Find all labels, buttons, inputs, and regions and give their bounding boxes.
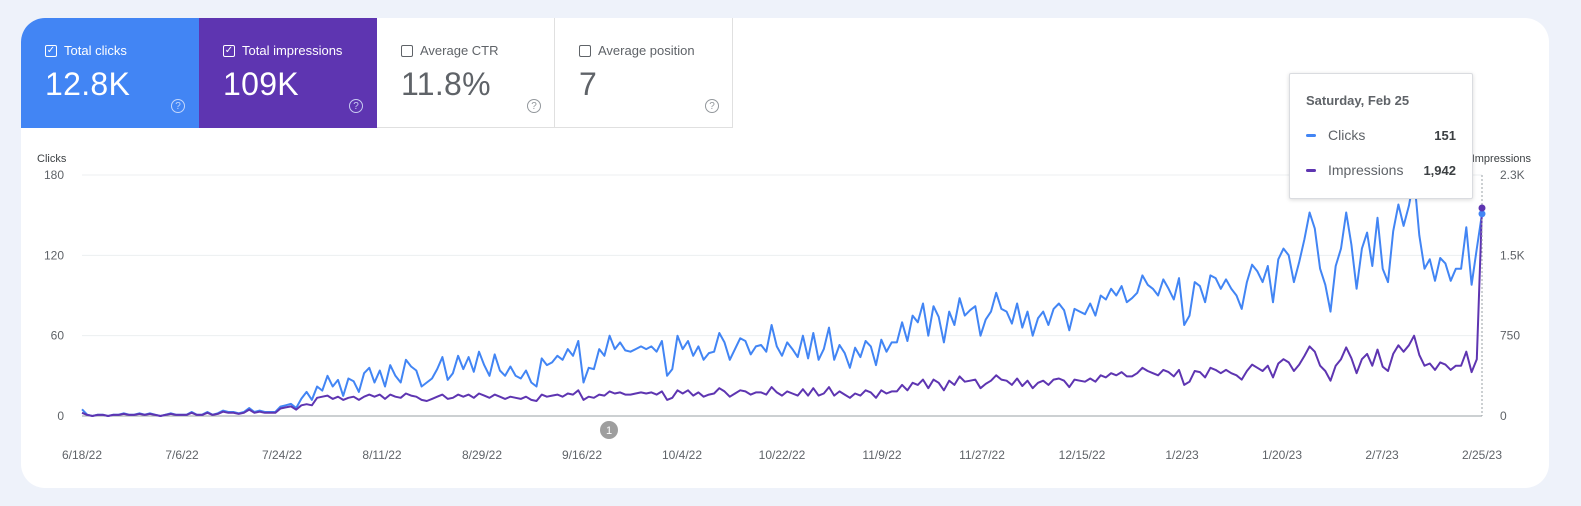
y-right-tick-label: 0 (1500, 409, 1507, 423)
y-right-tick-label: 2.3K (1500, 168, 1525, 182)
x-tick-label: 8/29/22 (462, 448, 502, 462)
x-tick-label: 7/24/22 (262, 448, 302, 462)
tooltip-series-name: Impressions (1328, 162, 1423, 178)
x-tick-label: 1/20/23 (1262, 448, 1302, 462)
x-tick-label: 12/15/22 (1059, 448, 1106, 462)
y-left-tick-label: 0 (57, 409, 64, 423)
x-tick-label: 2/7/23 (1365, 448, 1399, 462)
tooltip-series-value: 151 (1434, 128, 1456, 143)
legend-swatch (1306, 169, 1316, 172)
x-tick-label: 10/22/22 (759, 448, 806, 462)
point-marker-impressions (1479, 204, 1486, 211)
x-tick-label: 11/9/22 (862, 448, 901, 462)
x-tick-label: 7/6/22 (165, 448, 199, 462)
tooltip-row-clicks: Clicks 151 (1306, 127, 1456, 143)
series-line-impressions (82, 208, 1482, 416)
legend-swatch (1306, 134, 1316, 137)
x-tick-label: 10/4/22 (662, 448, 702, 462)
tooltip-series-name: Clicks (1328, 127, 1434, 143)
chart-tooltip: Saturday, Feb 25 Clicks 151 Impressions … (1289, 73, 1473, 199)
x-tick-label: 11/27/22 (959, 448, 1005, 462)
y-right-tick-label: 750 (1500, 329, 1520, 343)
y-left-tick-label: 120 (44, 248, 64, 262)
tooltip-row-impressions: Impressions 1,942 (1306, 162, 1456, 178)
x-tick-label: 6/18/22 (62, 448, 102, 462)
series-line-clicks (82, 178, 1482, 416)
y-right-axis-label: Impressions (1472, 153, 1532, 165)
y-left-tick-label: 60 (51, 329, 65, 343)
x-tick-label: 9/16/22 (562, 448, 602, 462)
tooltip-date: Saturday, Feb 25 (1306, 93, 1409, 108)
tooltip-series-value: 1,942 (1423, 163, 1456, 178)
y-left-tick-label: 180 (44, 168, 64, 182)
performance-card: ✓ Total clicks 12.8K ? ✓ Total impressions… (21, 18, 1549, 488)
x-tick-label: 8/11/22 (362, 448, 401, 462)
x-tick-label: 1/2/23 (1165, 448, 1199, 462)
annotation-marker-label: 1 (606, 425, 612, 437)
x-tick-label: 2/25/23 (1462, 448, 1502, 462)
y-right-tick-label: 1.5K (1500, 248, 1525, 262)
y-left-axis-label: Clicks (37, 153, 67, 165)
